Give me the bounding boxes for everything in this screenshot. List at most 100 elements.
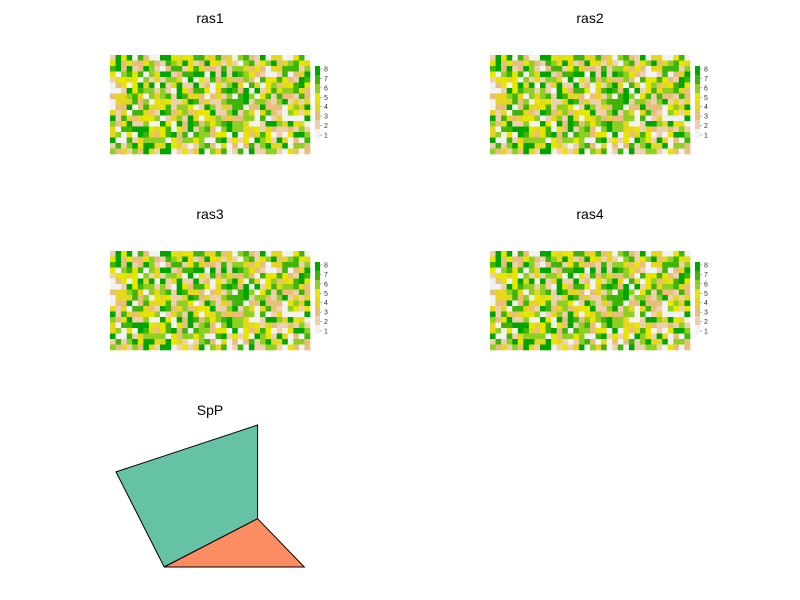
raster-cell	[612, 339, 619, 345]
raster-cell	[684, 311, 691, 318]
raster-cell	[551, 289, 557, 296]
raster-cell	[634, 99, 641, 105]
raster-cell	[226, 66, 233, 72]
raster-cell	[562, 60, 569, 67]
raster-cell	[221, 289, 227, 296]
legend-tick-label: 2	[704, 123, 708, 130]
raster-cell	[221, 344, 227, 351]
raster-cell	[215, 267, 222, 274]
raster-cell	[623, 93, 630, 100]
raster-cell	[684, 137, 691, 144]
raster-cell	[645, 256, 652, 263]
raster-cell	[640, 306, 646, 312]
raster-cell	[282, 88, 289, 94]
raster-cell	[662, 267, 669, 274]
raster-cell	[254, 71, 261, 78]
raster-cell	[276, 317, 283, 323]
raster-cell	[193, 306, 200, 312]
raster-cell	[287, 333, 294, 340]
raster-cell	[171, 115, 177, 122]
legend-swatch	[315, 88, 320, 94]
raster-cell	[490, 132, 496, 138]
raster-cell	[193, 88, 200, 94]
raster-cell	[656, 284, 663, 290]
raster-cell	[182, 295, 189, 301]
raster-cell	[226, 267, 233, 274]
raster-cell	[534, 278, 541, 285]
raster-cell	[490, 256, 496, 263]
raster-cell	[540, 311, 546, 318]
raster-cell	[545, 121, 552, 127]
raster-cell	[517, 143, 524, 149]
raster-cell	[651, 322, 657, 329]
raster-cell	[232, 256, 239, 263]
legend-swatch	[315, 262, 320, 267]
raster-cell	[567, 132, 574, 138]
raster-cell	[495, 88, 502, 94]
raster-cell	[221, 148, 227, 155]
raster-cell	[298, 82, 305, 89]
raster-cell	[590, 82, 596, 89]
raster-cell	[662, 110, 669, 116]
raster-cell	[126, 60, 133, 67]
raster-cell	[540, 55, 546, 61]
raster-cell	[254, 88, 261, 94]
raster-cell	[623, 115, 630, 122]
raster-cell	[617, 251, 624, 257]
raster-cell	[640, 88, 646, 94]
raster-cell	[623, 77, 630, 83]
raster-cell	[215, 126, 222, 133]
raster-cell	[606, 295, 613, 301]
legend-tick-label: 4	[324, 104, 328, 111]
raster-cell	[628, 77, 635, 83]
raster-cell	[645, 55, 652, 61]
raster-cell	[673, 256, 680, 263]
raster-cell	[573, 93, 580, 100]
raster-cell	[556, 300, 563, 307]
raster-cell	[148, 104, 155, 111]
raster-cell	[501, 289, 507, 296]
raster-cell	[176, 344, 183, 351]
raster-cell	[293, 295, 300, 301]
raster-cell	[210, 317, 216, 323]
raster-cell	[523, 339, 530, 345]
raster-cell	[506, 115, 513, 122]
raster-cell	[640, 295, 646, 301]
raster-cell	[137, 322, 144, 329]
raster-cell	[562, 256, 569, 263]
raster-cell	[562, 93, 569, 100]
raster-cell	[578, 99, 585, 105]
raster-cell	[634, 55, 641, 61]
raster-cell	[110, 148, 116, 155]
raster-cell	[198, 333, 205, 340]
raster-cell	[495, 71, 502, 78]
raster-cell	[265, 284, 272, 290]
raster-cell	[551, 121, 557, 127]
raster-cell	[110, 322, 116, 329]
raster-cell	[567, 273, 574, 279]
legend-swatch	[315, 133, 320, 139]
raster-cell	[160, 328, 166, 334]
raster-cell	[573, 121, 580, 127]
raster-cell	[171, 328, 177, 334]
raster-cell	[282, 289, 289, 296]
raster-cell	[282, 60, 289, 67]
raster-cell	[556, 82, 563, 89]
raster-cell	[623, 55, 630, 61]
raster-cell	[606, 115, 613, 122]
raster-cell	[556, 344, 563, 351]
raster-cell	[523, 126, 530, 133]
raster-cell	[237, 82, 244, 89]
raster-cell	[528, 93, 535, 100]
raster-cell	[176, 115, 183, 122]
raster-cell	[667, 137, 674, 144]
raster-cell	[684, 121, 691, 127]
raster-cell	[210, 71, 216, 78]
raster-cell	[673, 344, 680, 351]
raster-cell	[143, 121, 150, 127]
raster-cell	[634, 121, 641, 127]
raster-cell	[226, 115, 233, 122]
raster-cell	[282, 77, 289, 83]
raster-cell	[612, 55, 619, 61]
raster-cell	[623, 306, 630, 312]
